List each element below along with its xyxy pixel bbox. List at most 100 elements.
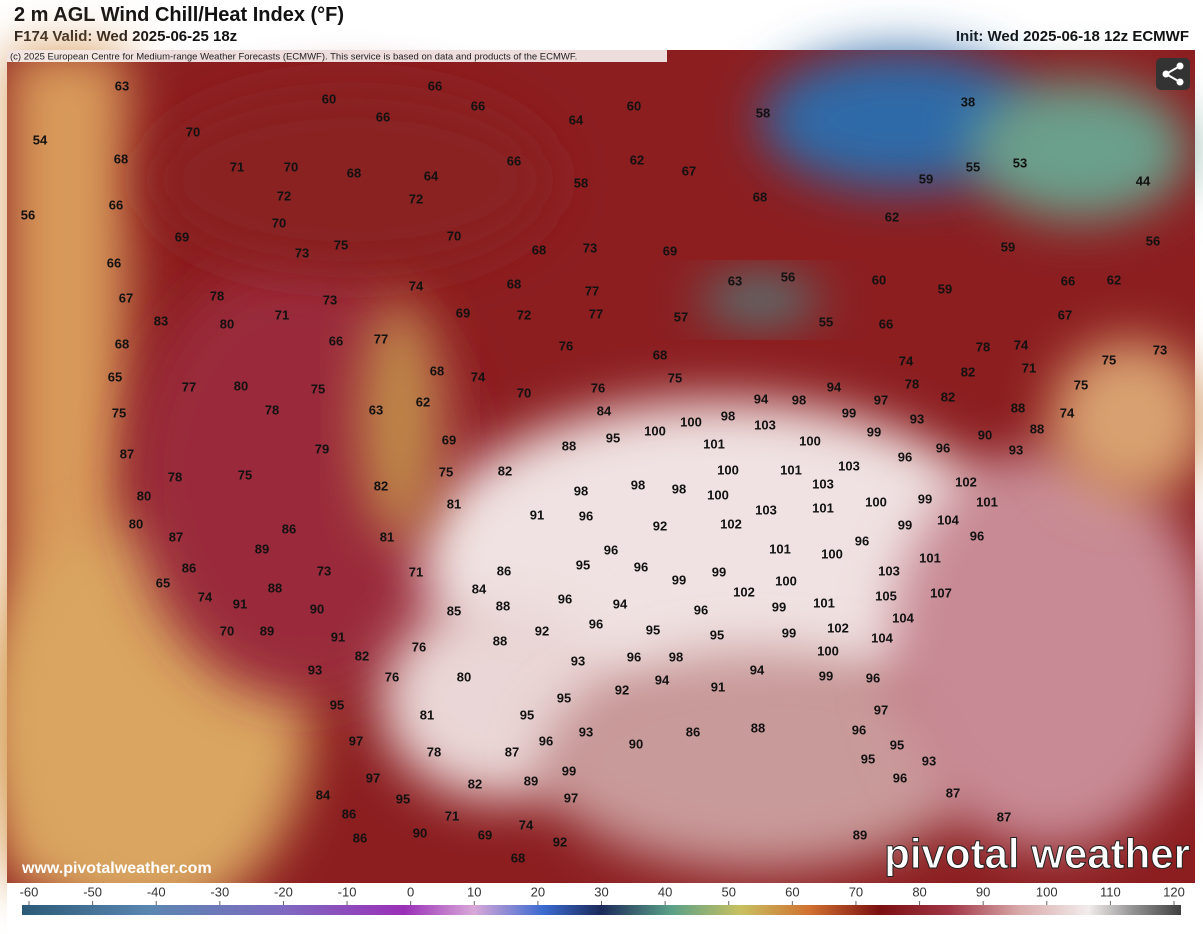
value-label: 107: [930, 585, 952, 600]
value-label: 100: [821, 546, 843, 561]
value-label: 68: [114, 151, 128, 166]
value-label: 101: [769, 541, 791, 556]
value-label: 74: [471, 369, 486, 384]
colorbar-tick-label: -40: [147, 884, 166, 899]
value-label: 101: [780, 462, 802, 477]
value-label: 80: [457, 669, 471, 684]
value-label: 79: [315, 441, 329, 456]
value-label: 75: [112, 405, 126, 420]
value-label: 78: [905, 376, 919, 391]
value-label: 76: [591, 380, 605, 395]
value-label: 60: [322, 91, 336, 106]
value-label: 88: [268, 580, 282, 595]
value-label: 55: [819, 314, 833, 329]
value-label: 53: [1013, 155, 1027, 170]
value-label: 66: [879, 316, 893, 331]
colorbar-tick-label: -30: [210, 884, 229, 899]
value-label: 74: [1060, 405, 1075, 420]
value-label: 66: [507, 153, 521, 168]
value-label: 44: [1136, 173, 1151, 188]
value-label: 59: [938, 281, 952, 296]
value-label: 78: [210, 288, 224, 303]
value-label: 75: [1074, 377, 1088, 392]
value-label: 95: [710, 627, 724, 642]
value-label: 70: [220, 623, 234, 638]
value-label: 59: [1001, 239, 1015, 254]
value-label: 58: [756, 105, 770, 120]
value-label: 67: [119, 290, 133, 305]
value-label: 82: [355, 648, 369, 663]
value-label: 103: [755, 502, 777, 517]
value-label: 78: [427, 744, 441, 759]
value-label: 95: [890, 737, 904, 752]
value-label: 71: [409, 564, 423, 579]
website: www.pivotalweather.com: [21, 860, 212, 877]
value-label: 80: [137, 488, 151, 503]
value-label: 81: [420, 707, 434, 722]
value-label: 75: [238, 467, 252, 482]
colorbar-tick-label: 0: [407, 884, 414, 899]
colorbar-tick-label: 50: [721, 884, 735, 899]
value-label: 62: [416, 394, 430, 409]
value-label: 100: [680, 414, 702, 429]
value-label: 73: [583, 240, 597, 255]
value-label: 60: [872, 272, 886, 287]
value-label: 84: [316, 787, 331, 802]
value-label: 96: [558, 591, 572, 606]
value-label: 38: [961, 94, 975, 109]
value-label: 93: [910, 411, 924, 426]
value-label: 56: [1146, 233, 1160, 248]
value-label: 96: [898, 449, 912, 464]
value-label: 74: [409, 278, 424, 293]
value-label: 99: [898, 517, 912, 532]
value-label: 102: [827, 620, 849, 635]
value-label: 65: [156, 575, 170, 590]
value-label: 102: [720, 516, 742, 531]
value-label: 69: [456, 305, 470, 320]
value-label: 101: [703, 436, 725, 451]
share-bg[interactable]: [1156, 58, 1190, 90]
value-label: 98: [669, 649, 683, 664]
value-label: 65: [108, 369, 122, 384]
value-label: 104: [871, 630, 893, 645]
value-label: 86: [686, 724, 700, 739]
value-label: 72: [517, 307, 531, 322]
value-label: 70: [517, 385, 531, 400]
value-label: 96: [694, 602, 708, 617]
value-label: 67: [1058, 307, 1072, 322]
value-label: 84: [472, 581, 487, 596]
colorbar-tick-label: 120: [1163, 884, 1185, 899]
value-label: 97: [349, 733, 363, 748]
value-label: 92: [615, 682, 629, 697]
value-label: 78: [265, 402, 279, 417]
colorbar-tick-label: -60: [20, 884, 39, 899]
value-label: 60: [627, 98, 641, 113]
value-label: 76: [559, 338, 573, 353]
value-label: 74: [198, 589, 213, 604]
value-label: 77: [374, 331, 388, 346]
value-label: 80: [220, 316, 234, 331]
value-label: 89: [255, 541, 269, 556]
value-label: 71: [445, 808, 459, 823]
colorbar-tick-label: -10: [338, 884, 357, 899]
value-label: 96: [855, 533, 869, 548]
value-label: 99: [867, 424, 881, 439]
value-label: 95: [557, 690, 571, 705]
value-label: 96: [852, 722, 866, 737]
value-label: 95: [576, 557, 590, 572]
value-label: 96: [936, 440, 950, 455]
value-label: 82: [498, 463, 512, 478]
value-label: 90: [978, 427, 992, 442]
value-label: 89: [524, 773, 538, 788]
valid-time: F174 Valid: Wed 2025-06-25 18z: [14, 28, 238, 45]
value-label: 86: [497, 563, 511, 578]
colorbar-tick-label: 80: [912, 884, 926, 899]
value-label: 57: [674, 309, 688, 324]
value-label: 93: [308, 662, 322, 677]
value-label: 64: [569, 112, 584, 127]
colorbar-tick-label: 100: [1036, 884, 1058, 899]
title: 2 m AGL Wind Chill/Heat Index (°F): [14, 4, 345, 26]
value-label: 73: [317, 563, 331, 578]
share-button[interactable]: [1156, 58, 1190, 90]
value-label: 86: [353, 830, 367, 845]
